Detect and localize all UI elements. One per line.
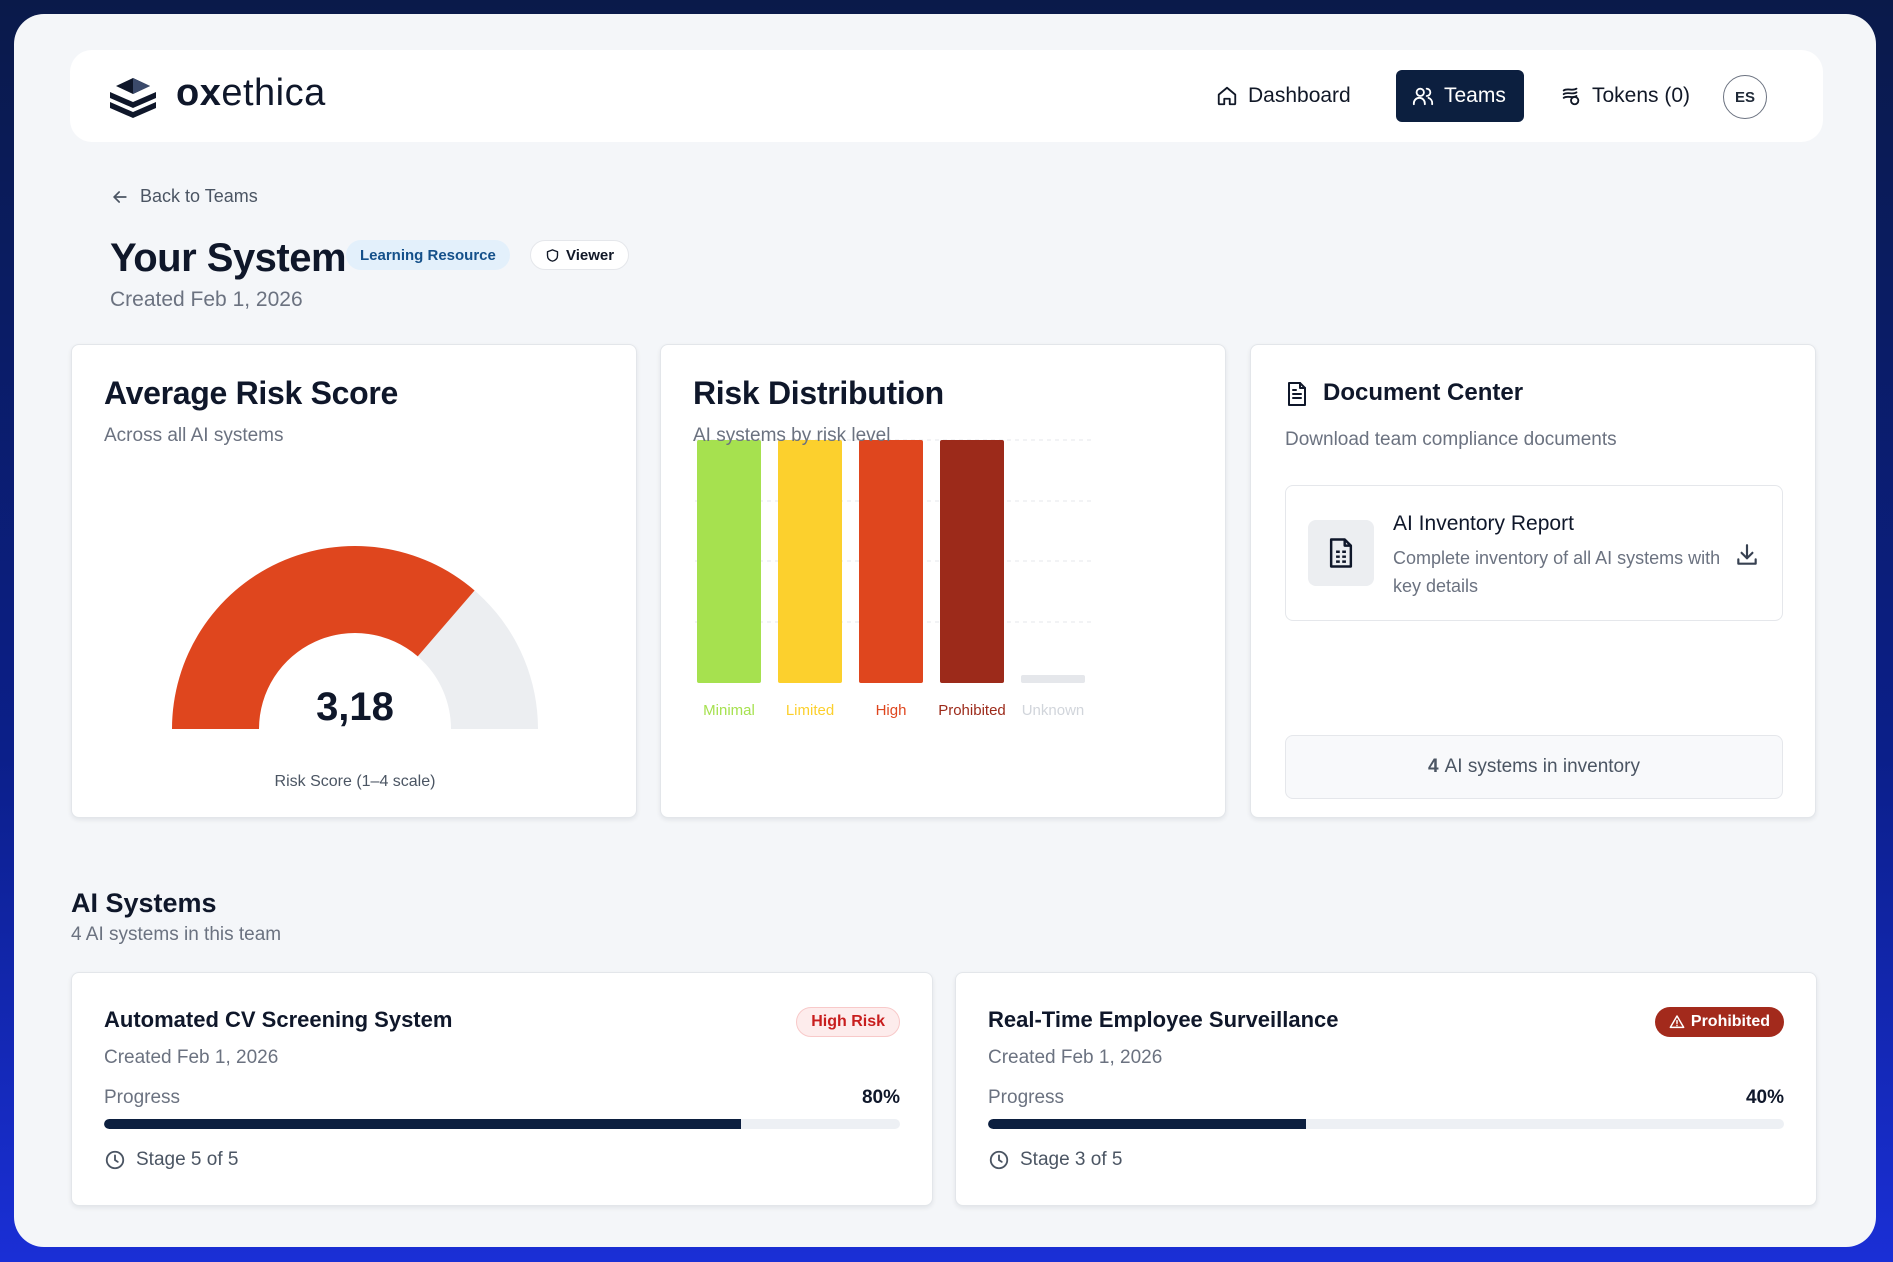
report-name: AI Inventory Report — [1393, 512, 1574, 535]
system-created-date: Created Feb 1, 2026 — [104, 1047, 279, 1068]
nav-tokens[interactable]: Tokens (0) — [1544, 70, 1706, 122]
progress-value: 40% — [1745, 1087, 1784, 1108]
learning-resource-badge: Learning Resource — [346, 240, 510, 270]
high-risk-badge: High Risk — [796, 1007, 900, 1037]
risk-distribution-chart: Minimal Limited High Prohibited Unknown — [695, 439, 1091, 719]
stage-label: Stage 5 of 5 — [136, 1149, 239, 1170]
warning-triangle-icon — [1669, 1015, 1685, 1029]
bar-limited[interactable] — [778, 440, 842, 683]
risk-distribution-card: Minimal Limited High Prohibited Unknown Risk… — [660, 344, 1226, 818]
report-icon-tile — [1308, 520, 1374, 586]
progress-fill — [988, 1119, 1307, 1129]
risk-score-title: Average Risk Score — [104, 375, 399, 411]
bar-unknown[interactable] — [1021, 675, 1085, 683]
prohibited-label: Prohibited — [1690, 1013, 1770, 1030]
brand-name[interactable]: oxethica — [176, 72, 326, 114]
report-description: Complete inventory of all AI systems wit… — [1393, 548, 1721, 596]
document-icon — [1288, 382, 1306, 406]
progress-label: Progress — [104, 1087, 181, 1108]
spreadsheet-file-icon — [1329, 538, 1353, 568]
ai-systems-heading: AI Systems — [71, 888, 217, 918]
clock-icon — [105, 1150, 125, 1170]
stage-info: Stage 5 of 5 — [104, 1149, 238, 1171]
x-tick-label: High — [876, 702, 907, 719]
risk-score-label: Risk Score (1–4 scale) — [274, 773, 436, 790]
bar-high[interactable] — [859, 440, 923, 683]
risk-distribution-title: Risk Distribution — [693, 375, 944, 411]
users-icon — [1412, 87, 1434, 106]
nav-dashboard[interactable]: Dashboard — [1200, 70, 1367, 122]
system-name: Automated CV Screening System — [104, 1007, 453, 1032]
x-tick-label: Minimal — [703, 702, 755, 719]
ai-systems-subtitle: 4 AI systems in this team — [71, 924, 282, 945]
system-card-employee-surveillance[interactable]: Real-Time Employee Surveillance Prohibit… — [955, 972, 1817, 1206]
document-center-subtitle: Download team compliance documents — [1285, 429, 1617, 450]
risk-score-subtitle: Across all AI systems — [104, 425, 284, 446]
back-label: Back to Teams — [140, 186, 258, 206]
prohibited-badge: Prohibited — [1654, 1007, 1784, 1037]
system-created-date: Created Feb 1, 2026 — [988, 1047, 1163, 1068]
clock-icon — [989, 1150, 1009, 1170]
average-risk-score-card: Average Risk Score Across all AI systems… — [71, 344, 637, 818]
download-icon[interactable] — [1734, 542, 1760, 568]
inventory-count: 4 — [1428, 756, 1439, 777]
home-icon — [1217, 86, 1237, 106]
back-to-teams-link[interactable]: Back to Teams — [110, 186, 258, 207]
coins-icon — [1562, 87, 1580, 106]
stage-label: Stage 3 of 5 — [1020, 1149, 1123, 1170]
gauge-fill — [172, 546, 475, 729]
document-center-card: Document Center Download team compliance… — [1250, 344, 1816, 818]
viewer-role-badge: Viewer — [530, 240, 630, 270]
nav-teams[interactable]: Teams — [1396, 70, 1524, 122]
progress-value: 80% — [861, 1087, 900, 1108]
progress-fill — [104, 1119, 741, 1129]
risk-distribution-subtitle: AI systems by risk level — [693, 425, 891, 446]
viewer-label: Viewer — [566, 246, 615, 264]
user-avatar[interactable]: ES — [1723, 75, 1767, 119]
system-card-cv-screening[interactable]: Automated CV Screening System High Risk … — [71, 972, 933, 1206]
ai-inventory-report-item[interactable]: AI Inventory Report Complete inventory o… — [1285, 485, 1783, 621]
bar-minimal[interactable] — [697, 440, 761, 683]
app-window: oxethica Dashboard Teams Tokens (0) ES B… — [14, 14, 1876, 1247]
x-tick-label: Unknown — [1022, 702, 1085, 719]
shield-icon — [546, 248, 559, 262]
system-name: Real-Time Employee Surveillance — [988, 1007, 1339, 1032]
inventory-count-box: 4 AI systems in inventory — [1285, 735, 1783, 799]
progress-bar — [988, 1119, 1784, 1129]
nav-teams-label: Teams — [1444, 84, 1506, 107]
progress-label: Progress — [988, 1087, 1065, 1108]
progress-bar — [104, 1119, 900, 1129]
risk-score-value: 3,18 — [316, 685, 394, 729]
arrow-left-icon — [113, 190, 127, 203]
risk-gauge — [172, 546, 538, 729]
stage-info: Stage 3 of 5 — [988, 1149, 1122, 1171]
created-date: Created Feb 1, 2026 — [110, 288, 303, 311]
nav-tokens-label: Tokens (0) — [1592, 84, 1691, 107]
logo-icon[interactable] — [106, 74, 160, 118]
bar-prohibited[interactable] — [940, 440, 1004, 683]
page-title: Your System — [110, 236, 347, 280]
inventory-text: AI systems in inventory — [1444, 756, 1640, 777]
x-tick-label: Prohibited — [938, 702, 1006, 719]
top-navbar: oxethica Dashboard Teams Tokens (0) ES — [70, 50, 1823, 142]
document-center-title: Document Center — [1323, 379, 1524, 406]
x-tick-label: Limited — [786, 702, 834, 719]
nav-dashboard-label: Dashboard — [1248, 84, 1351, 107]
